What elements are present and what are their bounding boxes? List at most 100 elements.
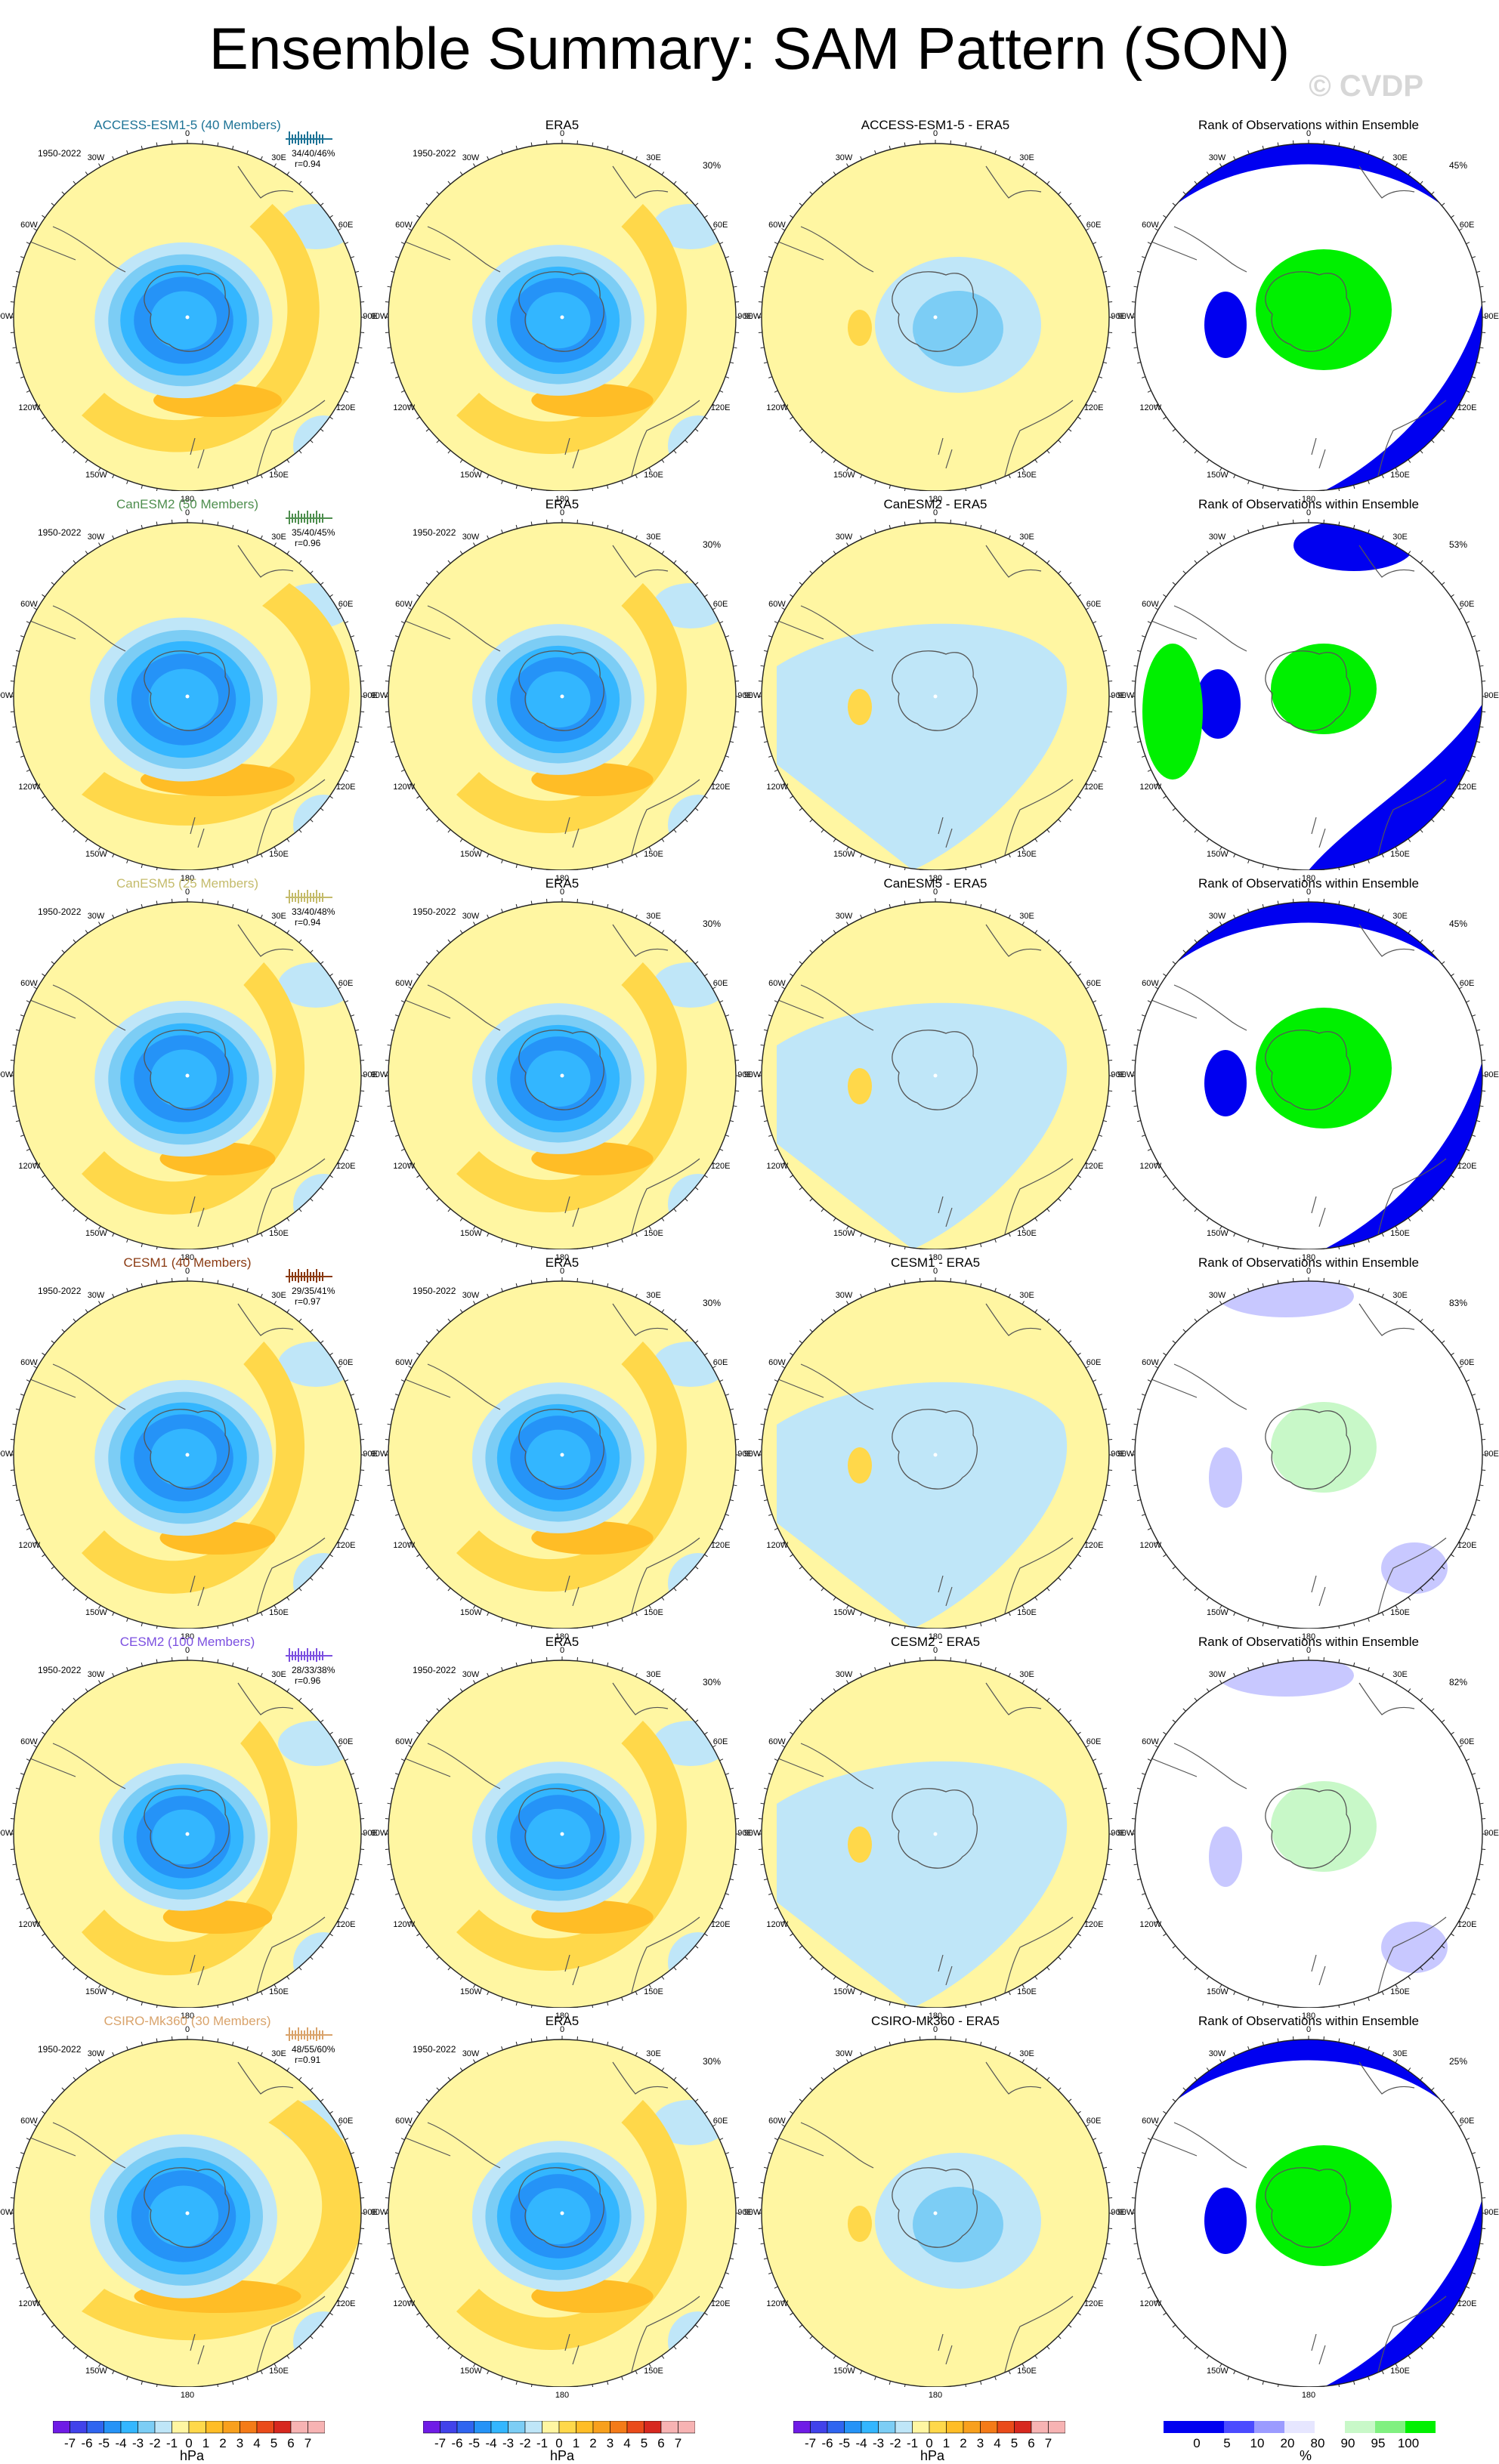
boundary-tick (351, 2153, 354, 2154)
boundary-tick (311, 820, 314, 823)
boundary-tick (649, 922, 651, 925)
longitude-label: 120W (393, 783, 414, 792)
boundary-tick (287, 2067, 289, 2070)
map-field (14, 1660, 361, 2008)
longitude-label: 120W (393, 403, 414, 412)
boundary-tick (622, 2046, 623, 2050)
negative-core-contour (152, 1810, 215, 1865)
boundary-tick (774, 1528, 778, 1530)
longitude-label: 60W (393, 979, 414, 988)
boundary-tick (1220, 922, 1222, 925)
boundary-tick (320, 582, 323, 585)
boundary-tick (395, 1894, 399, 1895)
boundary-tick (821, 1698, 824, 1701)
boundary-tick (861, 1612, 862, 1616)
boundary-tick (329, 2111, 332, 2114)
boundary-tick (1480, 1485, 1484, 1486)
boundary-tick (26, 2138, 30, 2140)
boundary-tick (329, 1353, 332, 1355)
boundary-tick (1059, 440, 1062, 443)
longitude-label: 0 (925, 888, 946, 897)
boundary-tick (674, 181, 676, 184)
boundary-tick (1137, 1409, 1141, 1410)
boundary-tick (1420, 1319, 1423, 1322)
longitude-label: 120E (335, 403, 357, 412)
rank-high-region (1256, 2145, 1392, 2266)
colorbar-swatch (827, 2421, 845, 2433)
boundary-tick (1466, 391, 1470, 392)
boundary-tick (1183, 1578, 1186, 1581)
boundary-tick (320, 1567, 323, 1569)
boundary-tick (359, 1803, 363, 1804)
boundary-tick (774, 2138, 778, 2140)
boundary-tick (674, 940, 676, 943)
longitude-label: 0 (1298, 888, 1319, 897)
boundary-tick (13, 2182, 17, 2183)
boundary-tick (62, 1957, 65, 1960)
boundary-tick (460, 2355, 462, 2358)
boundary-tick (261, 1673, 262, 1677)
boundary-tick (127, 1618, 128, 1622)
boundary-tick (113, 1991, 114, 1995)
longitude-label: 150W (833, 471, 855, 480)
boundary-tick (730, 1409, 734, 1410)
boundary-tick (1047, 1698, 1049, 1701)
boundary-tick (995, 1997, 997, 2001)
boundary-tick (592, 522, 593, 526)
boundary-tick (1339, 522, 1340, 526)
boundary-tick (889, 1283, 890, 1287)
boundary-tick (1103, 742, 1107, 743)
boundary-tick (861, 915, 862, 919)
longitude-label: 120E (1083, 783, 1105, 792)
boundary-tick (861, 2370, 862, 2374)
pole-marker (186, 695, 190, 699)
boundary-tick (261, 1612, 262, 1616)
longitude-label: 120E (710, 2299, 731, 2308)
boundary-tick (1047, 940, 1049, 943)
boundary-tick (1451, 2111, 1454, 2114)
boundary-tick (1077, 2313, 1080, 2315)
boundary-tick (1395, 1301, 1398, 1304)
longitude-label: 30W (833, 912, 855, 921)
boundary-tick (73, 940, 76, 943)
boundary-tick (1099, 1515, 1102, 1516)
boundary-tick (20, 1135, 24, 1137)
map-field (762, 523, 1109, 870)
boundary-tick (516, 1663, 517, 1666)
boundary-tick (388, 286, 391, 287)
rank-high-region (1271, 1402, 1377, 1493)
boundary-tick (351, 2273, 354, 2274)
boundary-tick (311, 1329, 314, 1332)
boundary-tick (662, 1309, 664, 1312)
boundary-tick (113, 1612, 114, 1616)
boundary-tick (1368, 1997, 1370, 2001)
boundary-tick (1408, 459, 1411, 462)
boundary-tick (20, 377, 24, 378)
longitude-label: 30E (1389, 1670, 1411, 1679)
boundary-tick (1408, 1597, 1411, 1600)
boundary-tick (904, 522, 905, 526)
longitude-label: 0 (177, 129, 198, 138)
boundary-tick (141, 146, 142, 150)
boundary-tick (502, 480, 503, 484)
longitude-label: 60W (18, 600, 39, 609)
boundary-tick (768, 377, 772, 378)
boundary-tick (1068, 2099, 1071, 2101)
boundary-tick (1339, 901, 1340, 905)
boundary-tick (487, 915, 489, 919)
colorbar-swatch (308, 2421, 326, 2433)
boundary-tick (810, 1329, 813, 1332)
boundary-tick (1173, 1720, 1176, 1722)
boundary-tick (592, 143, 593, 147)
boundary-tick (889, 1663, 890, 1666)
longitude-label: 0 (1298, 1646, 1319, 1655)
boundary-tick (685, 1957, 688, 1960)
boundary-tick (274, 163, 277, 166)
longitude-label: 120W (18, 783, 39, 792)
boundary-tick (635, 1233, 637, 1237)
boundary-tick (1207, 1309, 1209, 1312)
boundary-tick (51, 1720, 54, 1722)
colorbar-swatch (1224, 2421, 1254, 2433)
